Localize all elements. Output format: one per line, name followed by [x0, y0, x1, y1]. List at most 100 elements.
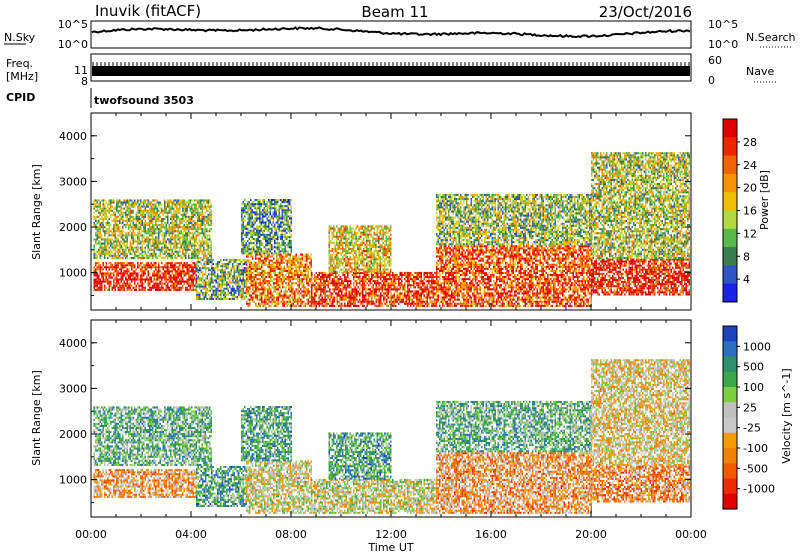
power-cell — [119, 234, 121, 236]
power-cell — [133, 247, 135, 249]
power-cell — [140, 224, 142, 226]
power-cell — [252, 226, 254, 228]
power-cell — [199, 206, 201, 208]
power-cell — [259, 234, 261, 236]
power-cell — [121, 222, 123, 224]
power-cell — [106, 272, 108, 274]
power-cell — [196, 267, 198, 269]
power-cell — [228, 294, 230, 296]
power-cell — [252, 250, 254, 252]
power-cell — [158, 285, 160, 287]
power-cell — [124, 262, 126, 264]
power-cell — [314, 292, 316, 294]
power-cell — [211, 247, 213, 249]
power-cell — [231, 269, 233, 271]
power-cell — [302, 278, 304, 280]
power-cell — [137, 243, 139, 245]
power-cell — [356, 280, 358, 282]
power-cell — [106, 238, 108, 240]
power-cell — [317, 278, 319, 280]
power-cell — [124, 266, 126, 268]
power-cell — [98, 266, 100, 268]
power-cell — [279, 297, 281, 299]
power-cell — [182, 241, 184, 243]
power-cell — [148, 266, 150, 268]
power-cell — [365, 299, 367, 301]
power-cell — [137, 236, 139, 238]
power-cell — [368, 288, 370, 290]
power-cell — [282, 217, 284, 219]
power-cell — [137, 224, 139, 226]
power-cell — [163, 268, 165, 270]
power-cell — [110, 210, 112, 212]
power-cell — [160, 289, 162, 291]
power-cell — [173, 279, 175, 281]
power-cell — [142, 222, 144, 224]
power-cell — [334, 299, 336, 301]
power-cell — [128, 262, 130, 264]
power-cell — [181, 277, 183, 279]
power-cell — [134, 206, 136, 208]
power-cell — [182, 279, 184, 281]
power-cell — [179, 199, 181, 201]
power-cell — [300, 258, 302, 260]
power-cell — [157, 202, 159, 204]
power-cell — [240, 294, 242, 296]
power-cell — [194, 279, 196, 281]
power-cell — [288, 301, 290, 303]
power-cell — [276, 232, 278, 234]
power-cell — [121, 234, 123, 236]
power-cell — [265, 250, 267, 252]
power-cell — [284, 256, 286, 258]
power-cell — [291, 264, 293, 266]
power-cell — [331, 305, 333, 307]
power-cell — [281, 262, 283, 264]
power-cell — [175, 243, 177, 245]
power-cell — [238, 279, 240, 281]
nsearch-label: N.Search — [746, 31, 796, 44]
power-cell — [359, 288, 361, 290]
power-cell — [121, 204, 123, 206]
power-cell — [350, 297, 352, 299]
power-cell — [281, 256, 283, 258]
power-cell — [163, 236, 165, 238]
power-cell — [250, 224, 252, 226]
power-cell — [217, 282, 219, 284]
power-cell — [136, 285, 138, 287]
power-cell — [272, 270, 274, 272]
power-cell — [128, 226, 130, 228]
power-cell — [246, 224, 248, 226]
power-cell — [197, 226, 199, 228]
power-cell — [252, 272, 254, 274]
power-cell — [279, 217, 281, 219]
power-cell — [127, 216, 129, 218]
power-cell — [193, 226, 195, 228]
power-cell — [146, 206, 148, 208]
power-cell — [247, 201, 249, 203]
power-cell — [149, 230, 151, 232]
power-cell — [294, 278, 296, 280]
power-cell — [184, 245, 186, 247]
power-cell — [281, 274, 283, 276]
power-cell — [143, 222, 145, 224]
power-cell — [175, 199, 177, 201]
power-cell — [243, 284, 245, 286]
power-cell — [320, 276, 322, 278]
power-cell — [263, 260, 265, 262]
power-cell — [368, 299, 370, 301]
power-cell — [127, 214, 129, 216]
power-cell — [285, 270, 287, 272]
power-cell — [273, 252, 275, 254]
power-cell — [122, 277, 124, 279]
power-cell — [191, 264, 193, 266]
power-cell — [285, 242, 287, 244]
power-cell — [202, 245, 204, 247]
power-cell — [175, 238, 177, 240]
power-cell — [319, 282, 321, 284]
power-cell — [173, 245, 175, 247]
power-cell — [311, 276, 313, 278]
power-cell — [282, 270, 284, 272]
power-cell — [131, 262, 133, 264]
power-cell — [326, 290, 328, 292]
power-cell — [246, 234, 248, 236]
